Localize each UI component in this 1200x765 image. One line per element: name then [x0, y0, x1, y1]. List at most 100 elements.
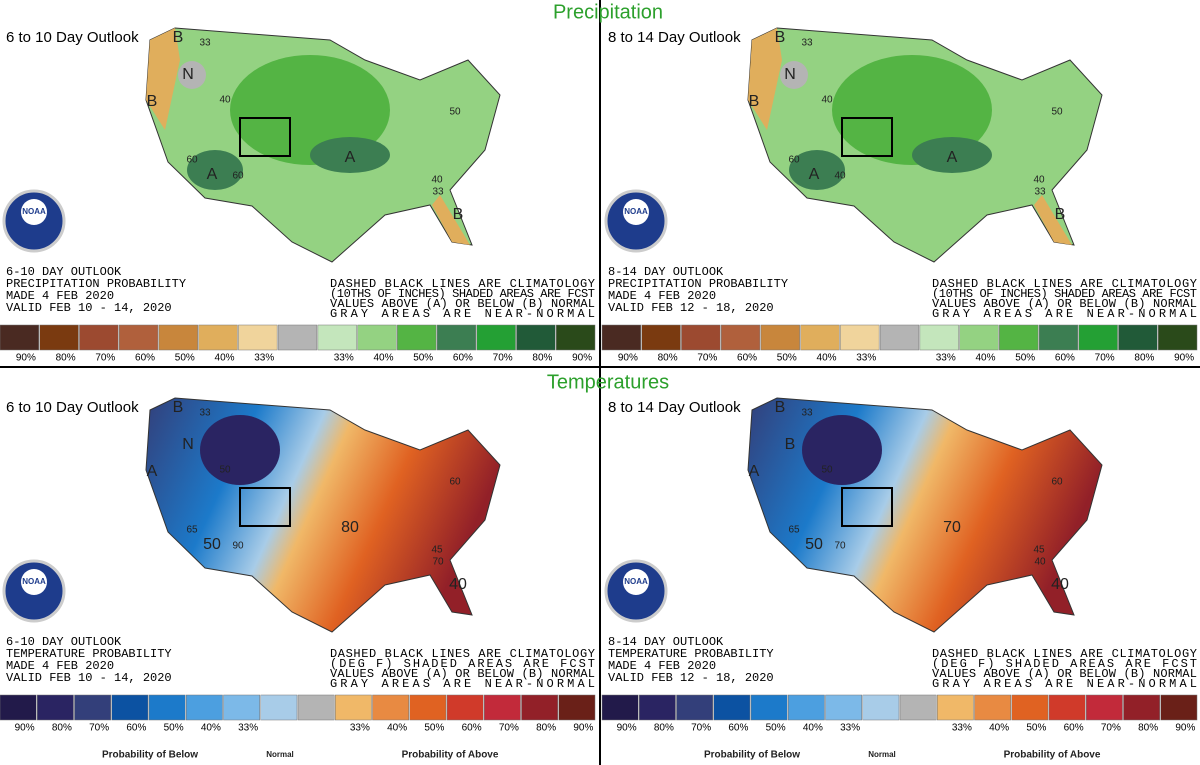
legend-label: 33% — [936, 353, 956, 364]
legend-label: 50% — [766, 723, 786, 734]
legend-caption: Probability of Below — [102, 750, 198, 761]
legend-label: 33% — [334, 353, 354, 364]
forecast-area — [780, 61, 808, 89]
map-label: 50 — [1051, 107, 1063, 118]
outlook-note: (10THS OF INCHES) SHADED AREAS ARE FCST — [932, 287, 1197, 301]
legend-label: 40% — [975, 353, 995, 364]
legend-swatch — [198, 324, 238, 351]
legend-label: 80% — [1134, 353, 1154, 364]
map-label: B — [147, 93, 158, 110]
map-label: N — [182, 436, 194, 453]
legend-swatch — [476, 324, 516, 351]
logo — [623, 569, 649, 595]
legend-label: 50% — [777, 353, 797, 364]
legend-swatch — [79, 324, 119, 351]
legend-swatch — [840, 324, 880, 351]
legend-label: 40% — [817, 353, 837, 364]
logo-text: NOAA — [22, 207, 46, 216]
legend-swatch — [297, 694, 335, 721]
legend-swatch — [720, 324, 761, 351]
legend-label: 90% — [572, 353, 592, 364]
outlook-info: PRECIPITATION PROBABILITY — [608, 277, 788, 291]
forecast-area — [789, 150, 845, 190]
map-label: 45 — [431, 545, 443, 556]
map-label: A — [947, 149, 958, 166]
map-label: 60 — [788, 155, 800, 166]
legend-swatch — [639, 694, 676, 721]
legend-label: 60% — [728, 723, 748, 734]
legend-swatch — [556, 324, 596, 351]
map-label: 50 — [219, 465, 231, 476]
legend-swatch — [825, 694, 862, 721]
legend-swatch — [372, 694, 409, 721]
map-label: 40 — [431, 175, 443, 186]
outlook-info: MADE 4 FEB 2020 — [608, 659, 716, 673]
map-label: 80 — [341, 519, 359, 536]
map-label: 60 — [186, 155, 198, 166]
outlook-note: DASHED BLACK LINES ARE CLIMATOLOGY — [330, 277, 595, 291]
forecast-area — [432, 195, 470, 245]
map-label: B — [749, 93, 760, 110]
map-label: 40 — [834, 171, 846, 182]
legend-label: 60% — [126, 723, 146, 734]
legend-label: 70% — [493, 353, 513, 364]
forecast-area — [187, 150, 243, 190]
outlook-note: VALUES ABOVE (A) OR BELOW (B) NORMAL — [932, 297, 1197, 311]
outlook-note: VALUES ABOVE (A) OR BELOW (B) NORMAL — [932, 667, 1197, 681]
legend-label: 40% — [215, 353, 235, 364]
outlook-info: MADE 4 FEB 2020 — [6, 289, 114, 303]
logo — [21, 569, 47, 595]
legend-label: 40% — [387, 723, 407, 734]
outlook-info: 8-14 DAY OUTLOOK — [608, 265, 724, 279]
legend-label: 80% — [658, 353, 678, 364]
legend-label: 80% — [1138, 723, 1158, 734]
logo-text: NOAA — [624, 207, 648, 216]
legend-label: 90% — [16, 353, 36, 364]
outlook-info: PRECIPITATION PROBABILITY — [6, 277, 186, 291]
legend-label: 50% — [413, 353, 433, 364]
map-label: B — [453, 206, 464, 223]
legend-swatch — [641, 324, 681, 351]
legend-swatch — [862, 694, 900, 721]
forecast-area — [912, 137, 992, 173]
legend-label: 70% — [499, 723, 519, 734]
map-label: 33 — [432, 187, 444, 198]
legend-label: 40% — [373, 353, 393, 364]
legend-label: 60% — [462, 723, 482, 734]
map-label: B — [775, 29, 786, 46]
logo — [623, 199, 649, 225]
map-label: 40 — [821, 95, 833, 106]
map-label: B — [173, 399, 184, 416]
map-label: B — [173, 29, 184, 46]
state-outline — [239, 117, 291, 157]
legend-swatch — [676, 694, 713, 721]
outlook-info: MADE 4 FEB 2020 — [608, 289, 716, 303]
legend-swatch — [899, 694, 937, 721]
legend-label: 70% — [691, 723, 711, 734]
legend-swatch — [446, 694, 484, 721]
legend-swatch — [357, 324, 397, 351]
map-label: 50 — [821, 465, 833, 476]
panel-title: 8 to 14 Day Outlook — [608, 399, 741, 416]
logo-text: NOAA — [22, 577, 46, 586]
legend-label: 90% — [1174, 353, 1194, 364]
legend-caption: Normal — [266, 750, 294, 759]
legend-swatch — [788, 694, 825, 721]
outlook-info: 6-10 DAY OUTLOOK — [6, 265, 122, 279]
section-title: Temperatures — [547, 371, 669, 393]
legend-label: 50% — [1015, 353, 1035, 364]
panel-title: 6 to 10 Day Outlook — [6, 399, 139, 416]
logo — [21, 199, 47, 225]
map-label: 33 — [199, 408, 211, 419]
outlook-info: VALID FEB 12 - 18, 2020 — [608, 301, 774, 315]
map-label: A — [809, 166, 820, 183]
legend-swatch — [1086, 694, 1123, 721]
outlook-info: 8-14 DAY OUTLOOK — [608, 635, 724, 649]
legend-swatch — [1038, 324, 1079, 351]
outlook-info: TEMPERATURE PROBABILITY — [608, 647, 774, 661]
legend-label: 60% — [1064, 723, 1084, 734]
